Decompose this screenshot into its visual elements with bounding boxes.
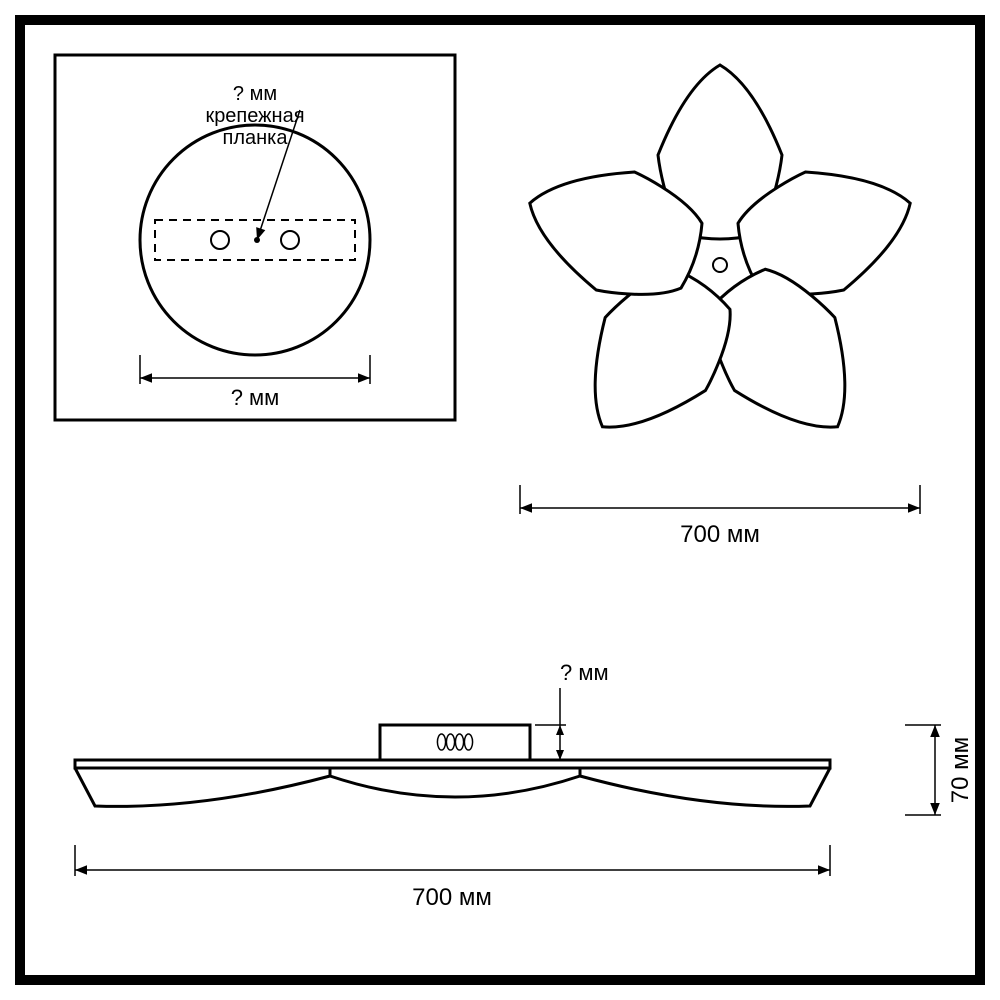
side-total-height-label: 70 мм [947,737,974,803]
side-width-label: 700 мм [412,884,492,911]
bracket-label-line1: крепежная [205,105,304,127]
side-elevation: ? мм 70 мм 700 мм [75,660,974,911]
flower-top-view: 700 мм [520,65,920,548]
bracket-label-line2: планка [223,127,289,149]
diagram-stage: ? ммкрепежнаяпланка? мм700 мм? мм70 мм70… [0,0,1000,1000]
detail-diameter-label: ? мм [231,385,280,410]
side-plate [75,760,830,768]
flower-width-label: 700 мм [680,521,760,548]
mounting-hole-0 [211,231,229,249]
side-small-height-label: ? мм [560,660,609,685]
flower-center-hole [713,258,727,272]
detail-dim-top: ? мм [233,83,277,105]
diagram-svg: ? ммкрепежнаяпланка? мм700 мм? мм70 мм70… [0,0,1000,1000]
outer-border [20,20,980,980]
mounting-detail: ? ммкрепежнаяпланка? мм [55,55,455,420]
mounting-hole-1 [281,231,299,249]
